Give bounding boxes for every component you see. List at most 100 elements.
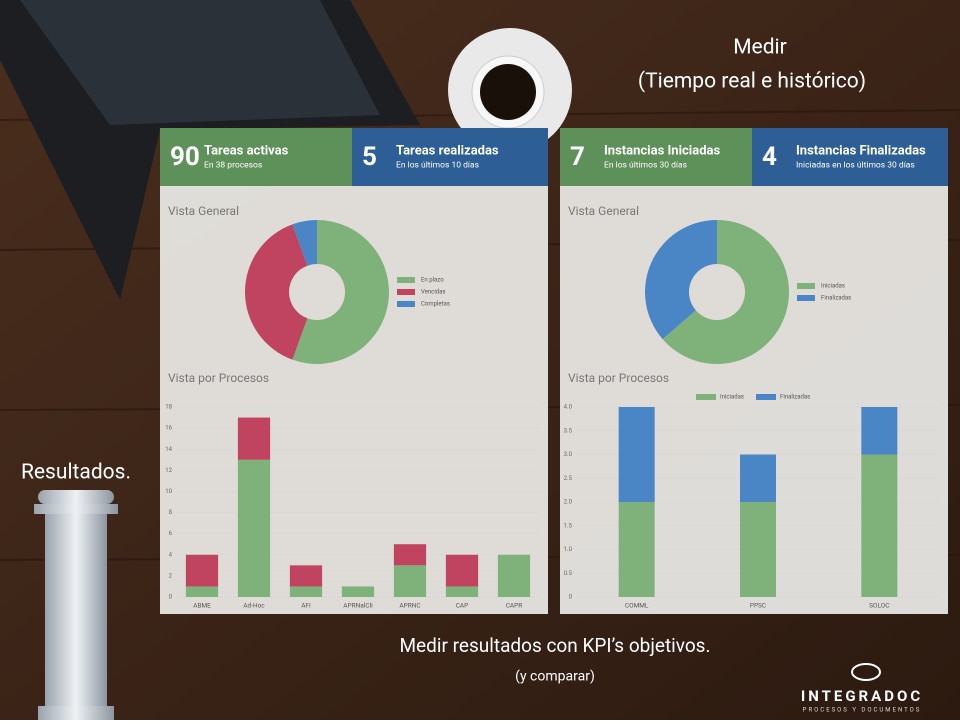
legend-swatch <box>696 394 716 400</box>
logo-icon <box>851 663 881 681</box>
y-tick-label: 6 <box>169 530 173 537</box>
legend-swatch <box>397 301 415 307</box>
kpi-box <box>752 128 948 186</box>
section-title: Vista General <box>568 204 639 218</box>
kpi-box <box>560 128 752 186</box>
legend-label: Finalizadas <box>780 394 810 401</box>
section-title: Vista por Procesos <box>168 371 269 385</box>
kpi-title: Instancias Finalizadas <box>796 143 926 158</box>
x-tick-label: SOLOC <box>869 602 889 610</box>
donut-slice <box>662 220 790 364</box>
legend-label: Completas <box>421 301 450 308</box>
y-tick-label: 14 <box>165 446 172 453</box>
bar-segment <box>393 565 427 597</box>
y-tick-label: 1.5 <box>564 522 573 529</box>
bar-segment <box>740 454 776 502</box>
kpi-subtitle: Iniciadas en los últimos 30 días <box>796 160 915 170</box>
kpi-box <box>352 128 548 186</box>
x-tick-label: AFI <box>301 602 311 610</box>
legend-label: Iniciadas <box>720 394 744 401</box>
bar-segment <box>185 554 219 587</box>
x-tick-label: Ad-Hoc <box>243 602 265 610</box>
kpi-number: 4 <box>762 142 777 172</box>
x-tick-label: ABME <box>193 602 211 610</box>
y-tick-label: 12 <box>165 467 172 474</box>
y-tick-label: 3.5 <box>564 427 573 434</box>
y-tick-label: 4 <box>169 551 173 558</box>
donut-slice <box>292 220 389 365</box>
legend-swatch <box>797 295 815 301</box>
y-tick-label: 0 <box>569 594 573 601</box>
laptop-screen <box>20 0 380 125</box>
bar-segment <box>445 586 479 597</box>
bar-segment <box>185 586 219 597</box>
bar-segment <box>393 544 427 566</box>
bar-segment <box>740 502 776 597</box>
x-tick-label: APRNalCli <box>343 602 373 610</box>
bar-segment <box>618 407 655 502</box>
y-tick-label: 16 <box>165 425 172 432</box>
bar-segment <box>445 554 479 587</box>
bar-segment <box>289 565 323 587</box>
kpi-title: Tareas activas <box>204 143 289 158</box>
x-tick-label: PPSC <box>750 602 766 610</box>
caption-note: (y comparar) <box>515 669 595 685</box>
bar-segment <box>497 554 531 597</box>
donut-slice <box>244 224 308 360</box>
subheading: (Tiempo real e histórico) <box>638 70 866 94</box>
bar-segment <box>289 586 323 597</box>
column <box>34 490 118 720</box>
legend-label: En plazo <box>421 277 444 284</box>
y-tick-label: 18 <box>165 404 172 411</box>
legend-swatch <box>756 394 776 400</box>
y-tick-label: 2.5 <box>564 475 573 482</box>
kpi-title: Instancias Iniciadas <box>604 143 720 158</box>
legend-label: Iniciadas <box>821 283 845 290</box>
section-title: Vista General <box>168 204 239 218</box>
heading: Medir <box>733 36 787 60</box>
kpi-subtitle: En 38 procesos <box>204 160 262 170</box>
y-tick-label: 4.0 <box>564 404 573 411</box>
legend-label: Vencidas <box>421 289 446 296</box>
dashboard-left <box>160 128 548 614</box>
kpi-number: 90 <box>170 142 200 172</box>
kpi-number: 7 <box>570 142 585 172</box>
y-tick-label: 0 <box>169 594 173 601</box>
y-tick-label: 10 <box>165 488 172 495</box>
kpi-box <box>160 128 352 186</box>
x-tick-label: CAP <box>456 602 469 610</box>
y-tick-label: 1.0 <box>564 546 573 553</box>
x-tick-label: COMML <box>625 602 649 610</box>
kpi-title: Tareas realizadas <box>396 143 499 158</box>
coffee <box>480 64 536 120</box>
x-tick-label: APRNC <box>399 602 420 610</box>
caption: Medir resultados con KPI’s objetivos. <box>399 634 710 657</box>
logo-tagline: PROCESOS Y DOCUMENTOS <box>803 707 922 714</box>
bar-segment <box>861 454 898 597</box>
y-tick-label: 8 <box>169 509 173 516</box>
y-tick-label: 2 <box>169 572 173 579</box>
y-tick-label: 0.5 <box>564 570 573 577</box>
x-tick-label: CAPR <box>506 602 523 610</box>
legend-swatch <box>397 277 415 283</box>
legend-swatch <box>797 283 815 289</box>
legend-label: Finalizadas <box>821 295 851 302</box>
logo: INTEGRADOC <box>801 687 923 705</box>
kpi-number: 5 <box>362 142 377 172</box>
kpi-subtitle: En los últimos 30 días <box>604 160 687 170</box>
y-tick-label: 3.0 <box>564 451 573 458</box>
bar-segment <box>237 459 271 597</box>
donut-slice <box>645 220 717 340</box>
bar-segment <box>341 586 375 597</box>
section-title: Vista por Procesos <box>568 371 669 385</box>
bar-segment <box>861 407 898 455</box>
donut-slice <box>292 220 317 266</box>
bar-segment <box>237 417 271 460</box>
legend-swatch <box>397 289 415 295</box>
side-label: Resultados. <box>21 461 131 485</box>
y-tick-label: 2.0 <box>564 499 573 506</box>
bar-segment <box>618 502 655 597</box>
kpi-subtitle: En los últimos 10 días <box>396 160 479 170</box>
